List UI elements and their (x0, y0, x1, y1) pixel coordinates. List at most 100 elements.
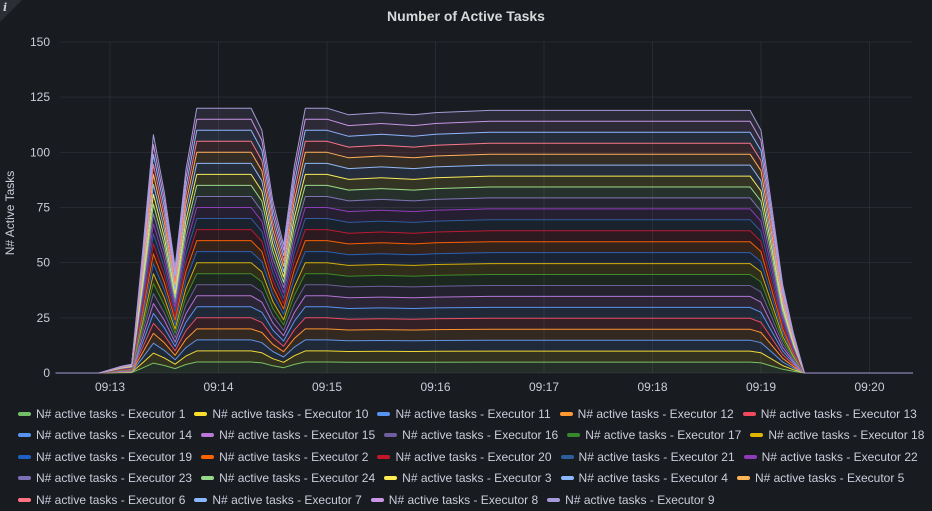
x-tick-label: 09:19 (746, 380, 776, 394)
y-tick-label: 100 (30, 145, 50, 159)
series-areas (55, 107, 913, 374)
series-line (55, 251, 913, 374)
series-line (55, 284, 913, 374)
legend-label: N# active tasks - Executor 24 (219, 471, 376, 486)
legend-label: N# active tasks - Executor 4 (578, 471, 728, 486)
y-tick-label: 25 (37, 311, 51, 325)
series-area (55, 317, 913, 373)
series-line (55, 361, 913, 374)
y-tick-label: 150 (30, 35, 50, 49)
legend-swatch (559, 411, 573, 416)
legend-label: N# active tasks - Executor 17 (585, 428, 742, 443)
x-tick-label: 09:13 (95, 380, 125, 394)
x-tick-labels: 09:13 09:14 09:15 09:16 09:17 09:18 09:19 09:20 (95, 380, 885, 394)
series-area (55, 350, 913, 373)
legend-item[interactable]: N# active tasks - Executor 7 (194, 489, 362, 511)
info-icon[interactable]: i (3, 1, 8, 14)
series-line (55, 262, 913, 374)
series-line (55, 328, 913, 374)
series-line (55, 240, 913, 374)
legend-label: N# active tasks - Executor 7 (212, 492, 362, 507)
legend-label: N# active tasks - Executor 21 (578, 449, 735, 464)
y-tick-labels: 0 25 50 75 100 125 150 (30, 35, 50, 380)
legend-item[interactable]: N# active tasks - Executor 15 (201, 425, 375, 447)
series-line (55, 306, 913, 374)
legend-label: N# active tasks - Executor 12 (577, 406, 734, 421)
series-line (55, 207, 913, 374)
series-line (55, 173, 913, 374)
legend-item[interactable]: N# active tasks - Executor 17 (567, 425, 741, 447)
legend-item[interactable]: N# active tasks - Executor 22 (743, 446, 918, 468)
legend-label: N# active tasks - Executor 18 (768, 428, 925, 443)
series-line (55, 118, 913, 374)
legend-item[interactable]: N# active tasks - Executor 10 (194, 403, 368, 425)
legend-label: N# active tasks - Executor 19 (36, 449, 193, 464)
legend-swatch (18, 433, 31, 438)
series-line (55, 339, 913, 374)
legend-swatch (18, 497, 31, 502)
y-tick-label: 75 (37, 201, 51, 215)
series-line (55, 295, 913, 374)
series-area (55, 362, 913, 373)
legend-item[interactable]: N# active tasks - Executor 14 (18, 425, 192, 447)
legend-item[interactable]: N# active tasks - Executor 8 (370, 489, 538, 511)
legend-label: N# active tasks - Executor 14 (36, 428, 193, 443)
legend-label: N# active tasks - Executor 5 (754, 471, 905, 486)
legend-item[interactable]: N# active tasks - Executor 5 (736, 468, 905, 490)
legend-swatch (194, 497, 208, 502)
legend-item[interactable]: N# active tasks - Executor 2 (201, 446, 368, 468)
legend-item[interactable]: N# active tasks - Executor 23 (18, 468, 192, 490)
chart-title: Number of Active Tasks (387, 8, 545, 24)
x-tick-label: 09:20 (854, 380, 884, 394)
y-tick-label: 0 (43, 366, 50, 380)
legend-swatch (736, 476, 750, 481)
legend-swatch (194, 411, 208, 416)
legend-label: N# active tasks - Executor 15 (219, 428, 376, 443)
series-line (55, 350, 913, 374)
legend-swatch (18, 454, 31, 459)
y-tick-label: 50 (37, 256, 51, 270)
legend-item[interactable]: N# active tasks - Executor 3 (384, 468, 552, 490)
series-area (55, 328, 913, 373)
series-line (55, 162, 913, 374)
series-line (55, 140, 913, 374)
legend-item[interactable]: N# active tasks - Executor 1 (18, 403, 185, 425)
legend-label: N# active tasks - Executor 22 (761, 449, 918, 464)
info-corner[interactable] (0, 0, 22, 22)
legend-item[interactable]: N# active tasks - Executor 20 (377, 446, 552, 468)
legend-label: N# active tasks - Executor 9 (565, 492, 715, 507)
series-line (55, 273, 913, 374)
legend-item[interactable]: N# active tasks - Executor 12 (559, 403, 734, 425)
legend-item[interactable]: N# active tasks - Executor 6 (18, 489, 185, 511)
series-line (55, 218, 913, 374)
x-tick-label: 09:14 (203, 380, 233, 394)
legend-item[interactable]: N# active tasks - Executor 21 (560, 446, 735, 468)
legend-item[interactable]: N# active tasks - Executor 11 (377, 403, 551, 425)
legend-label: N# active tasks - Executor 13 (760, 406, 917, 421)
legend-item[interactable]: N# active tasks - Executor 18 (750, 425, 924, 447)
y-tick-label: 125 (30, 90, 50, 104)
legend-swatch (547, 497, 561, 502)
legend-label: N# active tasks - Executor 23 (36, 471, 193, 486)
legend-swatch (750, 433, 764, 438)
legend-item[interactable]: N# active tasks - Executor 9 (547, 489, 715, 511)
legend-item[interactable]: N# active tasks - Executor 19 (18, 446, 192, 468)
legend-label: N# active tasks - Executor 3 (402, 471, 552, 486)
series-line (55, 151, 913, 374)
legend-swatch (384, 476, 398, 481)
legend-label: N# active tasks - Executor 1 (36, 406, 186, 421)
legend-swatch (201, 454, 215, 459)
x-tick-label: 09:15 (312, 380, 342, 394)
legend-item[interactable]: N# active tasks - Executor 16 (384, 425, 558, 447)
legend-item[interactable]: N# active tasks - Executor 24 (201, 468, 375, 490)
x-tick-label: 09:18 (637, 380, 667, 394)
legend-item[interactable]: N# active tasks - Executor 13 (742, 403, 917, 425)
y-axis-label: N# Active Tasks (3, 171, 17, 255)
legend-label: N# active tasks - Executor 6 (36, 492, 186, 507)
legend-item[interactable]: N# active tasks - Executor 4 (560, 468, 728, 490)
legend-swatch (377, 454, 391, 459)
legend-swatch (377, 411, 391, 416)
legend-swatch (384, 433, 398, 438)
